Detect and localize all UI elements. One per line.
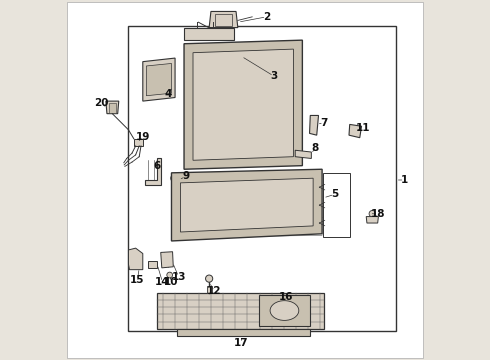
- Polygon shape: [143, 58, 175, 101]
- Circle shape: [205, 275, 213, 282]
- Polygon shape: [310, 116, 318, 135]
- Polygon shape: [193, 49, 294, 160]
- Text: 16: 16: [279, 292, 294, 302]
- Text: 19: 19: [136, 132, 150, 142]
- Ellipse shape: [270, 301, 299, 320]
- Polygon shape: [295, 150, 311, 158]
- Polygon shape: [148, 261, 157, 268]
- Circle shape: [171, 174, 179, 183]
- Text: 7: 7: [320, 118, 328, 128]
- Polygon shape: [128, 248, 143, 270]
- Polygon shape: [209, 12, 238, 28]
- Bar: [215, 14, 232, 26]
- Polygon shape: [161, 252, 173, 268]
- Polygon shape: [184, 28, 234, 40]
- Polygon shape: [184, 40, 302, 169]
- Text: 17: 17: [234, 338, 249, 348]
- Bar: [128, 26, 395, 330]
- Text: 4: 4: [164, 89, 171, 99]
- Text: 5: 5: [331, 189, 338, 199]
- Text: 11: 11: [356, 123, 370, 133]
- Text: 15: 15: [130, 275, 145, 285]
- Polygon shape: [157, 293, 324, 329]
- Text: 13: 13: [172, 272, 186, 282]
- Text: 1: 1: [401, 175, 408, 185]
- Text: 12: 12: [207, 286, 222, 296]
- Text: 14: 14: [155, 277, 170, 287]
- Polygon shape: [106, 101, 119, 114]
- Text: 10: 10: [164, 277, 179, 287]
- Polygon shape: [366, 217, 378, 223]
- Bar: [323, 173, 350, 237]
- Polygon shape: [134, 139, 143, 146]
- Polygon shape: [177, 329, 310, 336]
- Text: 2: 2: [263, 12, 270, 22]
- Text: 8: 8: [311, 143, 318, 153]
- Circle shape: [369, 211, 375, 217]
- Bar: [109, 103, 116, 113]
- Polygon shape: [349, 125, 362, 138]
- Polygon shape: [172, 169, 322, 241]
- Text: 6: 6: [153, 161, 161, 171]
- Polygon shape: [180, 178, 313, 232]
- Text: 3: 3: [270, 71, 277, 81]
- Polygon shape: [145, 158, 161, 185]
- Polygon shape: [147, 63, 172, 96]
- Bar: [207, 286, 212, 293]
- Circle shape: [167, 272, 172, 278]
- Polygon shape: [259, 295, 310, 326]
- Text: 18: 18: [370, 209, 385, 219]
- Text: 9: 9: [182, 171, 190, 181]
- Text: 20: 20: [94, 98, 109, 108]
